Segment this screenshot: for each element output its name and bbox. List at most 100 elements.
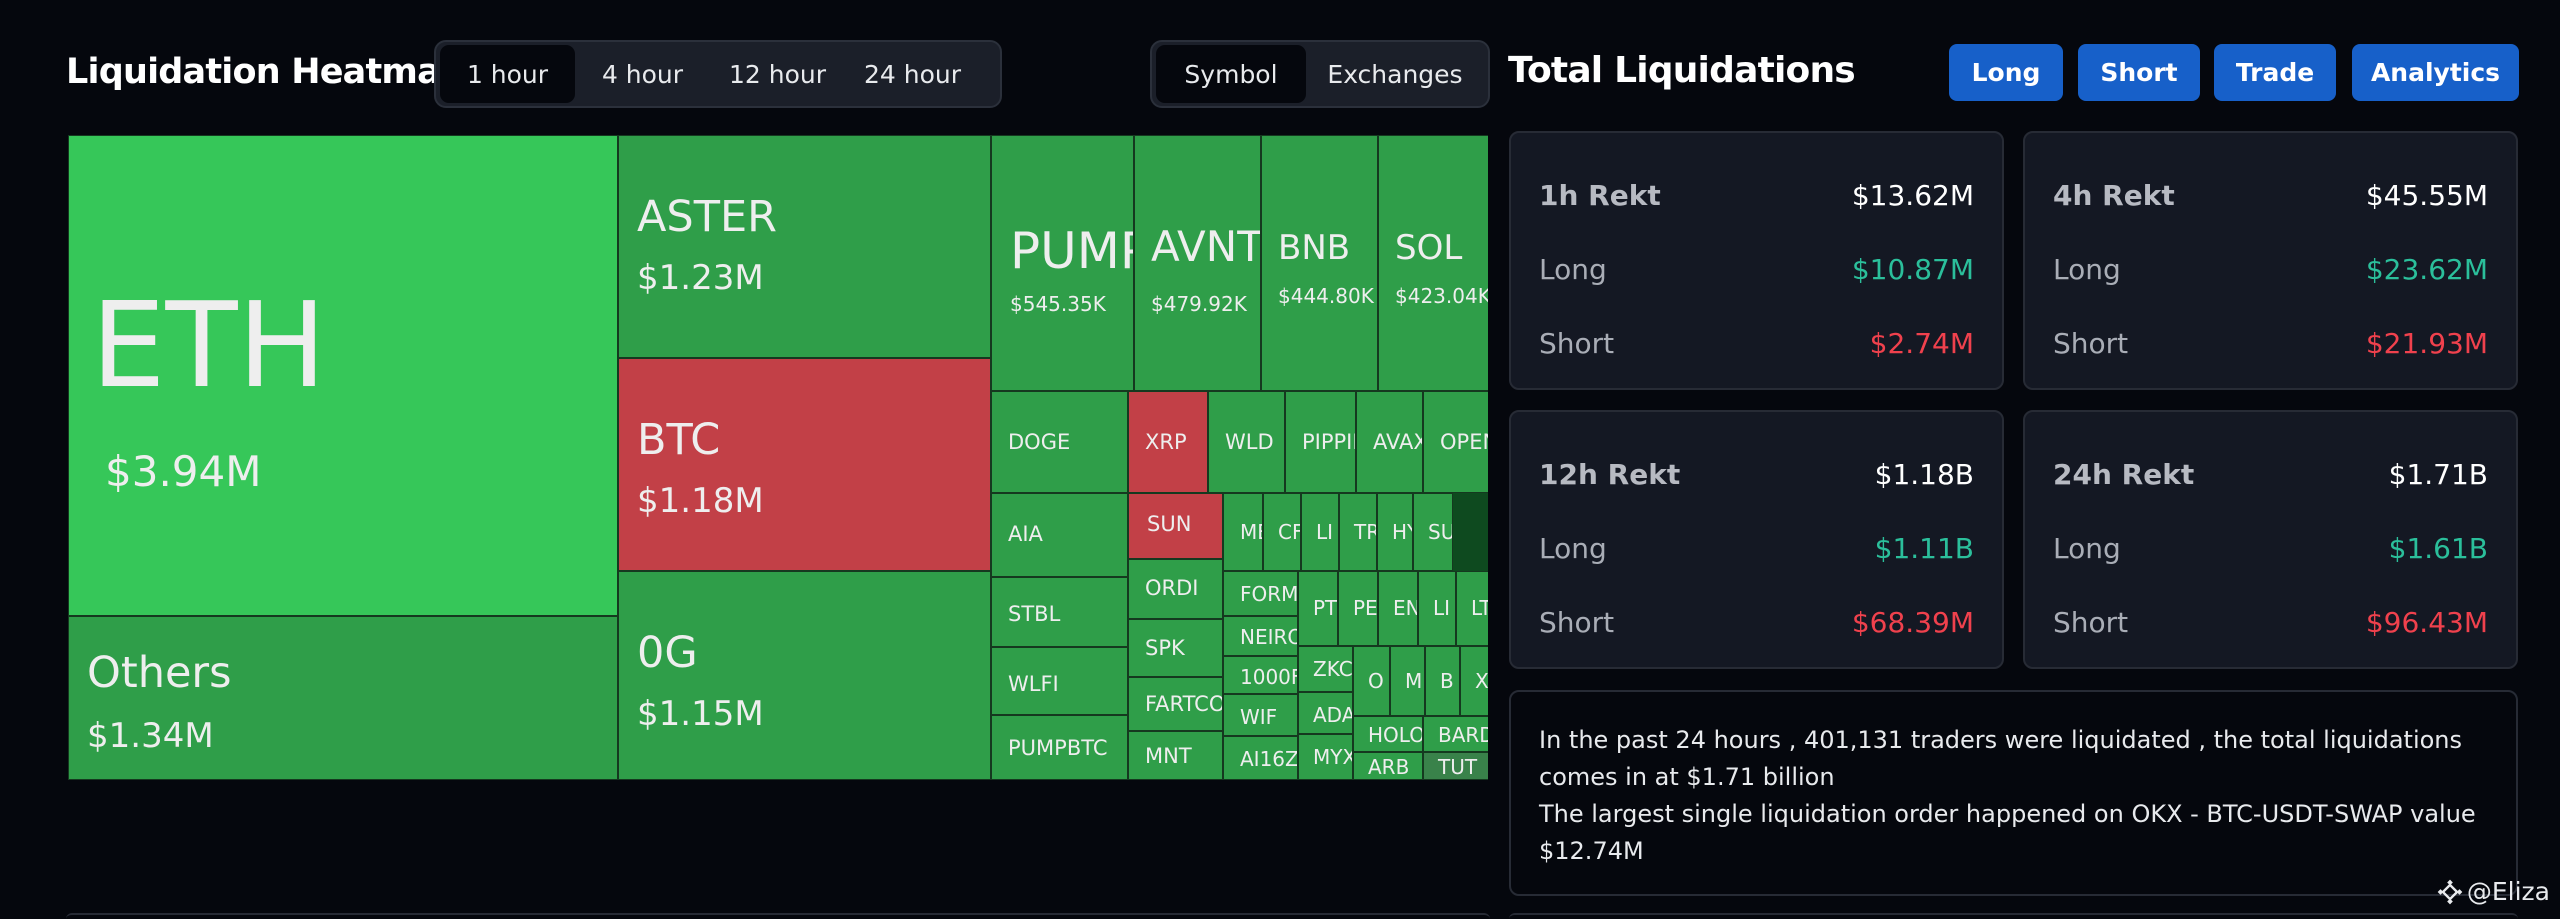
treemap-tile[interactable]: ARB bbox=[1353, 752, 1423, 780]
card-period: 4h Rekt bbox=[2053, 178, 2175, 212]
treemap-tile[interactable]: M bbox=[1390, 646, 1425, 716]
card-long-value: $10.87M bbox=[1851, 252, 1974, 286]
tab-12-hour[interactable]: 12 hour bbox=[728, 59, 827, 89]
analytics-button[interactable]: Analytics bbox=[2352, 44, 2519, 101]
treemap-tile[interactable]: MNT bbox=[1128, 731, 1223, 780]
treemap-tile[interactable]: FARTCOIN bbox=[1128, 677, 1223, 731]
treemap-tile[interactable]: TUT bbox=[1423, 752, 1488, 780]
treemap-tile[interactable]: HOLO bbox=[1353, 716, 1423, 752]
treemap-tile[interactable]: FORM bbox=[1223, 571, 1298, 616]
tile-symbol: TR bbox=[1354, 520, 1376, 544]
short-button[interactable]: Short bbox=[2078, 44, 2200, 101]
summary-line-2: The largest single liquidation order hap… bbox=[1539, 800, 2476, 865]
tab-symbol[interactable]: Symbol bbox=[1156, 45, 1306, 103]
treemap-tile[interactable]: XRP bbox=[1128, 391, 1208, 493]
treemap-tile[interactable]: AIA bbox=[991, 493, 1128, 577]
treemap-tile[interactable]: 1000F bbox=[1223, 656, 1298, 694]
treemap-tile[interactable]: BNB $444.80K bbox=[1261, 135, 1378, 391]
treemap-tile[interactable]: SOL $423.04K bbox=[1378, 135, 1488, 391]
tile-symbol: SOL bbox=[1395, 228, 1463, 268]
treemap-tile[interactable]: WIF bbox=[1223, 694, 1298, 736]
treemap-tile[interactable]: ASTER $1.23M bbox=[618, 135, 991, 358]
tile-symbol: DOGE bbox=[1008, 430, 1071, 454]
treemap-tile[interactable]: OPEN bbox=[1423, 391, 1488, 493]
tile-symbol: SU bbox=[1428, 520, 1453, 544]
tile-value: $3.94M bbox=[105, 447, 262, 496]
tile-symbol: EN bbox=[1393, 596, 1418, 620]
treemap-tile[interactable]: CF bbox=[1263, 493, 1301, 571]
treemap-tile[interactable]: SPK bbox=[1128, 619, 1223, 677]
treemap-tile[interactable]: WLFI bbox=[991, 647, 1128, 715]
card-total: $1.18B bbox=[1874, 457, 1974, 491]
trade-button[interactable]: Trade bbox=[2214, 44, 2336, 101]
treemap-tile[interactable]: AVNT $479.92K bbox=[1134, 135, 1261, 391]
treemap-tile[interactable]: ADA bbox=[1298, 692, 1353, 734]
treemap-tile[interactable]: X bbox=[1460, 646, 1488, 716]
treemap-tile[interactable]: ETH $3.94M bbox=[68, 135, 618, 616]
treemap-tile[interactable]: BARD bbox=[1423, 716, 1488, 752]
heatmap-title: Liquidation Heatmap bbox=[66, 52, 465, 92]
treemap-tile[interactable]: PE bbox=[1338, 571, 1378, 646]
tile-symbol: AVAX bbox=[1373, 430, 1423, 454]
tile-symbol: MNT bbox=[1145, 744, 1192, 768]
treemap-tile[interactable]: PUMPBTC bbox=[991, 715, 1128, 780]
treemap-tile[interactable]: AVAX bbox=[1356, 391, 1423, 493]
treemap-tile[interactable]: SU bbox=[1413, 493, 1453, 571]
card-short-label: Short bbox=[2053, 326, 2129, 360]
treemap-tile[interactable]: TR bbox=[1339, 493, 1377, 571]
treemap-tile[interactable]: NEIRO bbox=[1223, 616, 1298, 656]
treemap-tile[interactable]: LI bbox=[1418, 571, 1456, 646]
tab-24-hour[interactable]: 24 hour bbox=[863, 59, 962, 89]
treemap-tile[interactable]: B bbox=[1425, 646, 1460, 716]
tile-symbol: O bbox=[1368, 669, 1384, 693]
treemap-tile[interactable]: ZKC bbox=[1298, 646, 1353, 692]
treemap-tile[interactable]: AI16Z bbox=[1223, 736, 1298, 780]
tab-4-hour[interactable]: 4 hour bbox=[601, 59, 684, 89]
treemap-tile[interactable]: WLD bbox=[1208, 391, 1285, 493]
treemap-tile[interactable]: ORDI bbox=[1128, 559, 1223, 619]
treemap-tile[interactable]: SUN bbox=[1128, 493, 1223, 559]
card-short-value: $96.43M bbox=[2365, 605, 2488, 639]
card-total: $45.55M bbox=[2365, 178, 2488, 212]
treemap-tile[interactable]: 0G $1.15M bbox=[618, 571, 991, 780]
treemap-tile[interactable]: MYX bbox=[1298, 734, 1353, 780]
card-short-value: $21.93M bbox=[2365, 326, 2488, 360]
treemap-tile[interactable]: PIPPIN bbox=[1285, 391, 1356, 493]
tile-symbol: SUN bbox=[1147, 512, 1192, 536]
treemap-tile[interactable]: O bbox=[1353, 646, 1390, 716]
tile-value: $423.04K bbox=[1395, 284, 1488, 308]
treemap-tile[interactable]: Others $1.34M bbox=[68, 616, 618, 780]
tile-symbol: BTC bbox=[637, 415, 721, 465]
tile-value: $1.23M bbox=[637, 258, 764, 298]
tab-exchanges[interactable]: Exchanges bbox=[1327, 59, 1463, 89]
treemap-tile[interactable]: HY bbox=[1377, 493, 1413, 571]
treemap-tile[interactable]: LT bbox=[1456, 571, 1488, 646]
total-liquidations-title: Total Liquidations bbox=[1508, 50, 1856, 91]
liquidation-summary: In the past 24 hours , 401,131 traders w… bbox=[1509, 690, 2518, 896]
treemap-tile[interactable]: PT bbox=[1298, 571, 1338, 646]
treemap-tile[interactable]: DOGE bbox=[991, 391, 1128, 493]
tile-symbol: XRP bbox=[1145, 430, 1187, 454]
treemap-tile[interactable]: ME bbox=[1223, 493, 1263, 571]
tile-symbol: PE bbox=[1353, 596, 1378, 620]
treemap-tile[interactable]: LI bbox=[1301, 493, 1339, 571]
tile-symbol: 1000F bbox=[1240, 665, 1298, 689]
view-mode-tabs: Symbol Exchanges bbox=[1150, 40, 1490, 108]
card-period: 12h Rekt bbox=[1539, 457, 1681, 491]
time-range-tabs: 1 hour 4 hour 12 hour 24 hour bbox=[434, 40, 1002, 108]
tile-symbol: PT bbox=[1313, 596, 1338, 620]
tile-symbol: TUT bbox=[1438, 755, 1478, 779]
treemap-tile[interactable]: PUMP $545.35K bbox=[991, 135, 1134, 391]
tile-symbol: LT bbox=[1471, 596, 1488, 620]
long-button[interactable]: Long bbox=[1949, 44, 2063, 101]
treemap-tile[interactable]: EN bbox=[1378, 571, 1418, 646]
tile-symbol: OPEN bbox=[1440, 430, 1488, 454]
tab-1-hour[interactable]: 1 hour bbox=[440, 45, 575, 103]
tile-symbol: AI16Z bbox=[1240, 747, 1298, 771]
treemap-tile[interactable]: BTC $1.18M bbox=[618, 358, 991, 571]
tile-symbol: PUMPBTC bbox=[1008, 736, 1108, 760]
treemap-tile[interactable]: STBL bbox=[991, 577, 1128, 647]
tile-symbol: M bbox=[1405, 669, 1423, 693]
card-period: 24h Rekt bbox=[2053, 457, 2195, 491]
next-panel-edge bbox=[1509, 913, 2518, 919]
